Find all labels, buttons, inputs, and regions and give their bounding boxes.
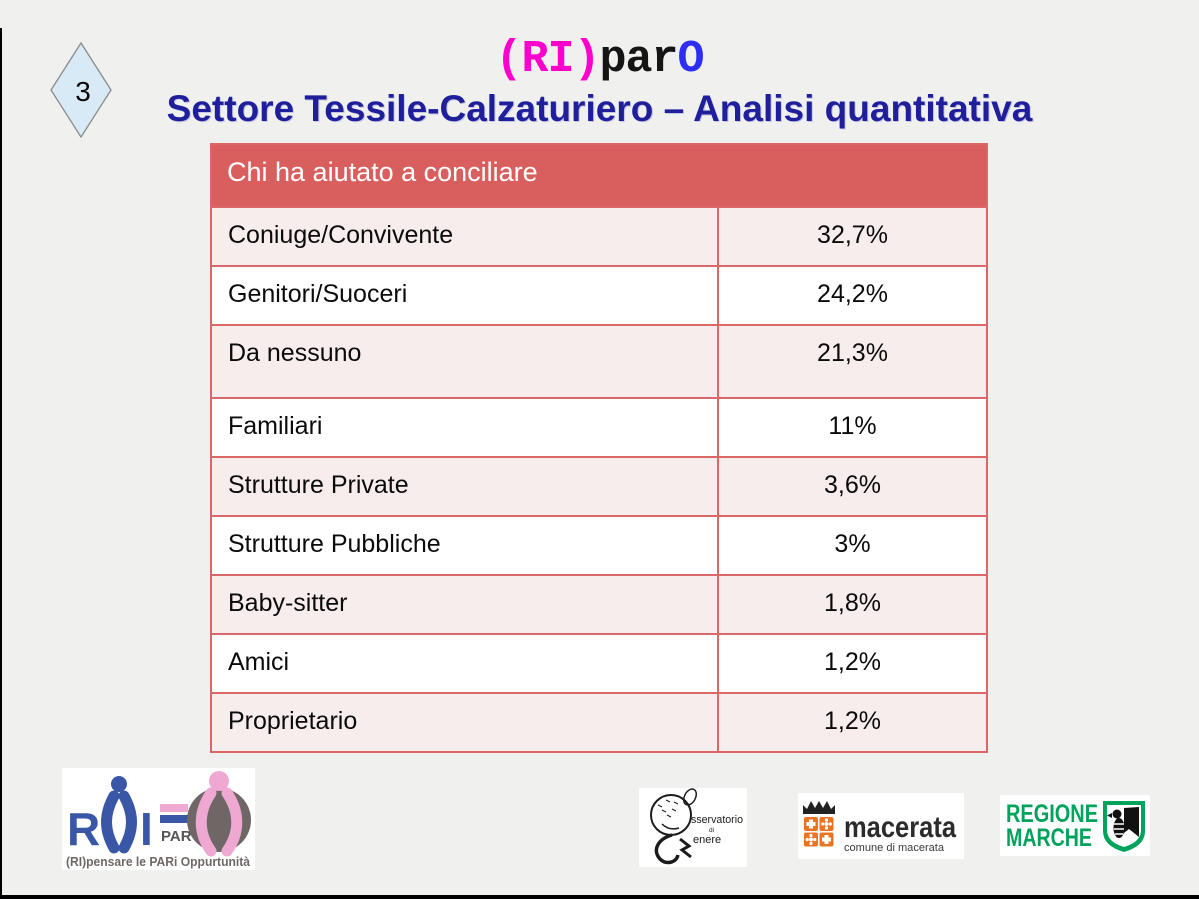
ripar-tagline: (RI)pensare le PARi Oppurtunità (66, 855, 250, 869)
row-label: Proprietario (212, 694, 719, 751)
table-row: Strutture Pubbliche 3% (212, 515, 986, 574)
osservatorio-text-line1: sservatorio (691, 814, 743, 826)
screen-edge-bottom (0, 895, 1199, 899)
regione-shield-icon (1103, 801, 1145, 852)
table-row: Amici 1,2% (212, 633, 986, 692)
row-value: 3,6% (824, 471, 881, 499)
table-row: Da nessuno 21,3% (212, 324, 986, 397)
row-value: 3% (834, 530, 871, 558)
regione-text-line1: REGIONE (1006, 800, 1098, 828)
table-header: Chi ha aiutato a conciliare (212, 145, 986, 206)
osservatorio-text-line3: enere (693, 834, 721, 846)
comune-di-macerata-logo: macerata comune di macerata (798, 793, 964, 859)
ripar-letter-r: R (67, 803, 100, 855)
row-label: Strutture Pubbliche (212, 517, 719, 574)
row-value: 1,8% (824, 589, 881, 617)
project-title: (RI)parO (0, 34, 1199, 85)
row-label: Strutture Private (212, 458, 719, 515)
row-value: 21,3% (817, 339, 888, 367)
osservatorio-text-line2: di (709, 827, 714, 834)
table-row: Strutture Private 3,6% (212, 456, 986, 515)
row-value: 11% (828, 412, 877, 440)
ripar-letter-i: I (140, 803, 153, 855)
title-par: par (599, 34, 679, 85)
table-row: Proprietario 1,2% (212, 692, 986, 751)
row-value: 1,2% (824, 707, 881, 735)
regione-text-line2: MARCHE (1006, 824, 1092, 852)
slide-title: Settore Tessile-Calzaturiero – Analisi q… (166, 88, 1033, 129)
title-ri: (RI) (495, 34, 600, 85)
row-value: 1,2% (824, 648, 881, 676)
ripar-logo-icon: R I PAR (RI)pensare le PARi Oppurtunità (66, 771, 251, 869)
table-row: Baby-sitter 1,8% (212, 574, 986, 633)
macerata-subtitle: comune di macerata (844, 842, 945, 854)
row-value: 32,7% (817, 221, 888, 249)
row-label: Baby-sitter (212, 576, 719, 633)
page-number-diamond: 3 (50, 41, 112, 139)
table-row: Genitori/Suoceri 24,2% (212, 265, 986, 324)
macerata-name: macerata (844, 811, 956, 844)
conciliation-help-table: Chi ha aiutato a conciliare Coniuge/Conv… (210, 143, 988, 753)
ripar-logo: R I PAR (RI)pensare le PARi Oppurtunità (62, 768, 255, 870)
regione-marche-logo-icon: REGIONE MARCHE (1006, 800, 1145, 852)
row-label: Da nessuno (212, 326, 719, 397)
title-o: O (677, 34, 705, 85)
diamond-shape-icon: 3 (50, 41, 112, 139)
row-label: Coniuge/Convivente (212, 208, 719, 265)
page-number: 3 (75, 76, 91, 107)
table-row: Coniuge/Convivente 32,7% (212, 206, 986, 265)
screen-edge-left (0, 28, 2, 899)
macerata-shield-icon (804, 817, 834, 847)
row-value: 24,2% (817, 280, 888, 308)
macerata-logo-icon: macerata comune di macerata (803, 801, 956, 854)
row-label: Familiari (212, 399, 719, 456)
regione-marche-logo: REGIONE MARCHE (1000, 795, 1150, 856)
row-label: Amici (212, 635, 719, 692)
osservatorio-logo-icon: sservatorio di enere (650, 788, 743, 865)
table-row: Familiari 11% (212, 397, 986, 456)
ripar-par-label: PAR (161, 828, 192, 845)
osservatorio-di-genere-logo: sservatorio di enere (639, 788, 747, 867)
row-label: Genitori/Suoceri (212, 267, 719, 324)
